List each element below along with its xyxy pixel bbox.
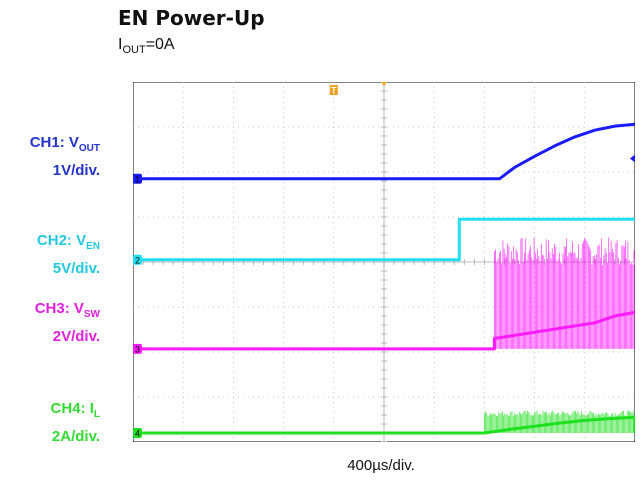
channel-marker-label-2: 2 — [135, 255, 140, 265]
subtitle-sub: OUT — [122, 44, 146, 57]
ch3-scale: 2V/div. — [52, 328, 100, 345]
trigger-level-marker — [630, 154, 635, 163]
ch3-label: CH3: VSW 2V/div. — [0, 298, 100, 348]
ch2-scale: 5V/div. — [52, 260, 100, 277]
trigger-position-marker — [381, 82, 387, 86]
ch1-label: CH1: VOUT 1V/div. — [0, 132, 100, 182]
ch4-scale: 2A/div. — [51, 428, 100, 445]
ch2-label: CH2: VEN 5V/div. — [0, 230, 100, 280]
channel-marker-label-4: 4 — [135, 429, 140, 439]
channel-marker-label-1: 1 — [135, 174, 140, 184]
chart-subtitle: IOUT=0A — [118, 36, 175, 56]
trigger-marker — [329, 85, 338, 95]
channel-marker-label-3: 3 — [135, 344, 140, 354]
channel-marker-1 — [133, 173, 142, 184]
ch2-name: CH2: VEN — [36, 232, 100, 252]
ch4-label: CH4: IL 2A/div. — [0, 398, 100, 448]
trace-ch4 — [133, 415, 635, 435]
switching-burst-ch3 — [494, 237, 635, 349]
ch1-name: CH1: VOUT — [29, 134, 100, 154]
ch1-scale: 1V/div. — [52, 162, 100, 179]
chart-title: EN Power-Up — [118, 6, 265, 30]
subtitle-suffix: =0A — [145, 36, 175, 53]
channel-marker-3 — [133, 343, 142, 354]
x-axis-label: 400µs/div. — [347, 457, 415, 474]
trace-ch1 — [133, 122, 635, 181]
ch3-name: CH3: VSW — [34, 300, 100, 320]
channel-marker-2 — [133, 254, 142, 265]
ch4-name: CH4: IL — [50, 400, 100, 420]
channel-marker-4 — [133, 428, 142, 438]
trigger-marker-label: T — [331, 86, 337, 96]
trace-ch3 — [133, 310, 635, 351]
oscilloscope-plot: 1 2 3 4 T — [133, 82, 635, 442]
trace-ch2 — [133, 217, 635, 262]
subtitle-prefix: I — [118, 36, 123, 53]
